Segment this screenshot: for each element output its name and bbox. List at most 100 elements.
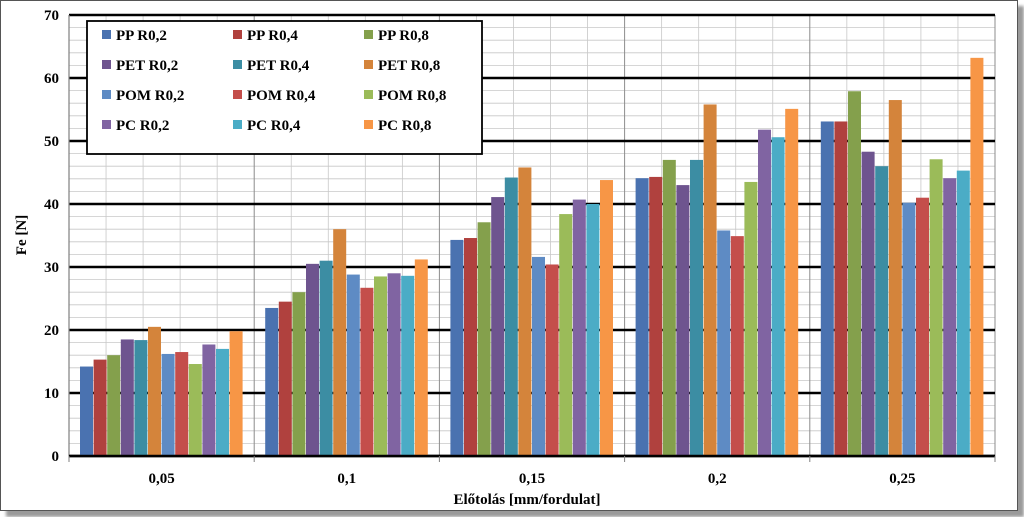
legend-item-label: PP R0,8 (378, 28, 429, 44)
legend-swatch (233, 30, 242, 39)
bar-pc-r0-2-4 (943, 178, 957, 457)
bar-pom-r0-2-0 (161, 353, 175, 456)
bar-pc-r0-4-3 (771, 137, 785, 456)
legend-swatch (364, 90, 373, 99)
bar-pc-r0-8-0 (229, 331, 243, 456)
bar-pet-r0-2-0 (120, 339, 134, 456)
legend-swatch (364, 60, 373, 69)
bar-pp-r0-4-1 (278, 301, 292, 456)
bar-pp-r0-2-1 (265, 307, 279, 456)
bar-pp-r0-8-1 (292, 292, 306, 456)
bar-pet-r0-4-2 (504, 177, 518, 457)
bar-pp-r0-4-3 (649, 176, 663, 456)
y-tick-label: 70 (44, 8, 59, 24)
legend-item-label: PC R0,4 (247, 118, 301, 134)
bar-pc-r0-8-4 (970, 57, 984, 457)
y-axis-label: Fe [N] (14, 215, 30, 255)
bar-pom-r0-8-1 (374, 276, 387, 456)
bar-pet-r0-8-3 (703, 104, 717, 457)
y-tick-label: 20 (44, 323, 59, 339)
legend-swatch (233, 60, 242, 69)
bar-pet-r0-8-2 (518, 167, 532, 456)
bar-pom-r0-8-2 (559, 214, 573, 456)
bar-pc-r0-8-2 (600, 180, 613, 456)
bar-pet-r0-4-4 (875, 166, 889, 456)
bar-pom-r0-4-0 (175, 352, 189, 456)
bar-pp-r0-4-2 (464, 238, 477, 456)
bar-pp-r0-4-0 (93, 359, 107, 456)
y-tick-label: 50 (44, 134, 59, 150)
bar-pp-r0-4-4 (834, 121, 848, 456)
legend-item-label: POM R0,2 (116, 88, 184, 104)
bar-pc-r0-8-1 (414, 259, 428, 456)
bar-pp-r0-8-4 (848, 91, 861, 456)
bar-pc-r0-2-2 (572, 199, 586, 456)
bar-pc-r0-2-1 (387, 273, 401, 456)
legend-item-label: PC R0,2 (116, 118, 169, 134)
legend-item-label: PP R0,4 (247, 28, 298, 44)
y-tick-label: 30 (44, 260, 59, 276)
bars (80, 57, 984, 457)
legend: PP R0,2 PP R0,4 PP R0,8 PET R0,2 PET R0,4 PET… (86, 20, 483, 155)
bar-pc-r0-4-1 (401, 275, 415, 456)
bar-pc-r0-8-3 (785, 108, 799, 457)
bar-pp-r0-2-2 (450, 239, 464, 456)
legend-swatch (102, 90, 111, 99)
axes: 0 10 20 30 40 50 60 70 0,05 0,1 0,15 0,2 0,25 (44, 8, 996, 487)
x-tick-label: 0,15 (519, 471, 545, 487)
y-tick-label: 40 (44, 197, 59, 213)
legend-swatch (102, 60, 111, 69)
bar-pet-r0-8-0 (148, 326, 161, 456)
y-tick-label: 0 (52, 449, 60, 465)
legend-item-label: PP R0,2 (116, 28, 167, 44)
bar-pom-r0-4-4 (916, 197, 929, 456)
bar-pp-r0-2-4 (820, 121, 834, 456)
legend-swatch (102, 30, 111, 39)
bar-pet-r0-2-1 (306, 263, 319, 456)
bar-pp-r0-2-3 (635, 178, 649, 457)
legend-item-label: POM R0,4 (247, 88, 316, 104)
bar-pc-r0-4-4 (956, 170, 970, 457)
bar-pet-r0-2-2 (491, 197, 505, 456)
bar-pom-r0-2-3 (717, 230, 731, 456)
bar-pom-r0-8-0 (188, 364, 202, 456)
bar-chart: 0 10 20 30 40 50 60 70 0,05 0,1 0,15 0,2 0,25 Fe [N]… (14, 8, 996, 508)
legend-box (86, 20, 483, 155)
x-tick-label: 0,05 (148, 471, 174, 487)
legend-swatch (102, 120, 111, 129)
bar-pom-r0-8-3 (744, 181, 758, 456)
x-tick-label: 0,2 (708, 471, 727, 487)
bar-pom-r0-4-2 (545, 264, 559, 456)
legend-swatch (233, 90, 242, 99)
legend-item-label: PC R0,8 (378, 118, 431, 134)
y-tick-label: 60 (44, 71, 59, 87)
legend-item-label: PET R0,8 (378, 58, 440, 74)
bar-pc-r0-2-3 (758, 129, 771, 456)
bar-pom-r0-2-1 (346, 274, 360, 456)
legend-swatch (233, 120, 242, 129)
legend-swatch (364, 120, 373, 129)
y-tick-label: 10 (44, 386, 59, 402)
bar-pc-r0-4-0 (216, 348, 229, 456)
bar-pet-r0-2-4 (861, 151, 875, 456)
bar-pet-r0-4-3 (690, 159, 703, 456)
bar-pp-r0-8-3 (662, 159, 676, 456)
legend-item-label: PET R0,2 (116, 58, 178, 74)
bar-pet-r0-8-4 (888, 100, 902, 457)
bar-pom-r0-4-3 (730, 236, 744, 456)
bar-pet-r0-2-3 (676, 185, 690, 456)
bar-pet-r0-8-1 (333, 229, 347, 456)
bar-pom-r0-4-1 (360, 287, 374, 456)
bar-pp-r0-2-0 (80, 366, 93, 456)
x-tick-label: 0,1 (337, 471, 356, 487)
legend-item-label: PET R0,4 (247, 58, 310, 74)
bar-pp-r0-8-0 (107, 355, 121, 456)
bar-pet-r0-4-0 (134, 340, 148, 456)
legend-item-label: POM R0,8 (378, 88, 446, 104)
bar-pom-r0-8-4 (929, 159, 943, 456)
bar-pc-r0-2-0 (202, 344, 216, 456)
legend-swatch (364, 30, 373, 39)
bar-pc-r0-4-2 (586, 204, 600, 456)
x-axis-label: Előtolás [mm/fordulat] (453, 492, 600, 508)
